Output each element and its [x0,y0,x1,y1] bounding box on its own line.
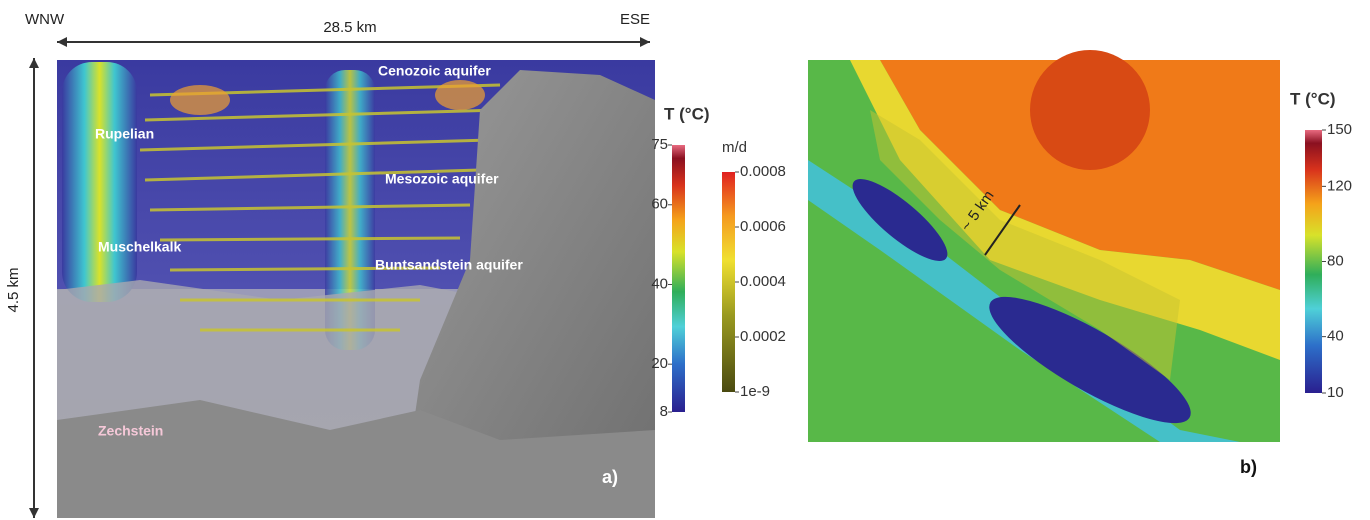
arrow-head [57,37,67,47]
colorbar-tick-label: 150 [1327,121,1352,138]
direction-label: ESE [620,11,650,28]
unit-label: Zechstein [98,423,163,439]
colorbar-tick-label: 80 [1327,252,1344,269]
colorbar [672,145,685,412]
colorbar-tick-label: 0.0004 [740,273,786,290]
colorbar-tick-label: 0.0006 [740,218,786,235]
unit-label: Muschelkalk [98,239,181,255]
width-label: 28.5 km [323,19,376,36]
depth-label: 4.5 km [5,267,22,312]
colorbar-tick-label: 20 [651,355,668,372]
colorbar-tick-label: 0.0008 [740,163,786,180]
colorbar-tick-label: 0.0002 [740,328,786,345]
unit-label: Mesozoic aquifer [385,171,499,187]
colorbar-title: m/d [722,139,747,156]
colorbar-tick-label: 120 [1327,177,1352,194]
colorbar-tick-label: 75 [651,136,668,153]
colorbar-tick-label: 60 [651,196,668,213]
panel-a-image [57,60,655,518]
unit-label: Rupelian [95,126,154,142]
colorbar-title: T (°C) [664,104,710,123]
colorbar [1305,130,1322,393]
colorbar-tick-label: 40 [651,275,668,292]
colorbar-tick-label: 40 [1327,328,1344,345]
colorbar-tick-label: 1e-9 [740,383,770,400]
panel-b-image [808,50,1280,442]
unit-label: Buntsandstein aquifer [375,257,523,273]
colorbar [722,172,735,392]
arrow-head [29,508,39,518]
panel-label: b) [1240,457,1257,477]
arrow-head [640,37,650,47]
colorbar-title: T (°C) [1290,89,1336,108]
panel-label: a) [602,467,618,487]
direction-label: WNW [25,11,65,28]
unit-label: Cenozoic aquifer [378,63,491,79]
colorbar-tick-label: 10 [1327,384,1344,401]
colorbar-tick-label: 8 [660,403,668,420]
arrow-head [29,58,39,68]
